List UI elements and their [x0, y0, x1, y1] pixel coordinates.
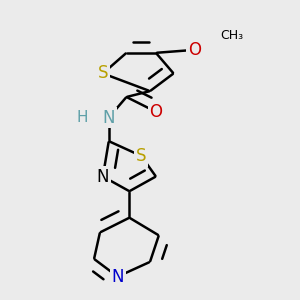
Text: N: N [97, 167, 109, 185]
Text: N: N [111, 268, 124, 286]
Text: H: H [76, 110, 88, 125]
Text: O: O [149, 103, 162, 121]
Text: O: O [188, 41, 201, 59]
Text: N: N [103, 109, 115, 127]
Text: CH₃: CH₃ [221, 29, 244, 42]
Text: H: H [76, 110, 88, 125]
Text: S: S [136, 147, 146, 165]
Text: S: S [98, 64, 108, 82]
